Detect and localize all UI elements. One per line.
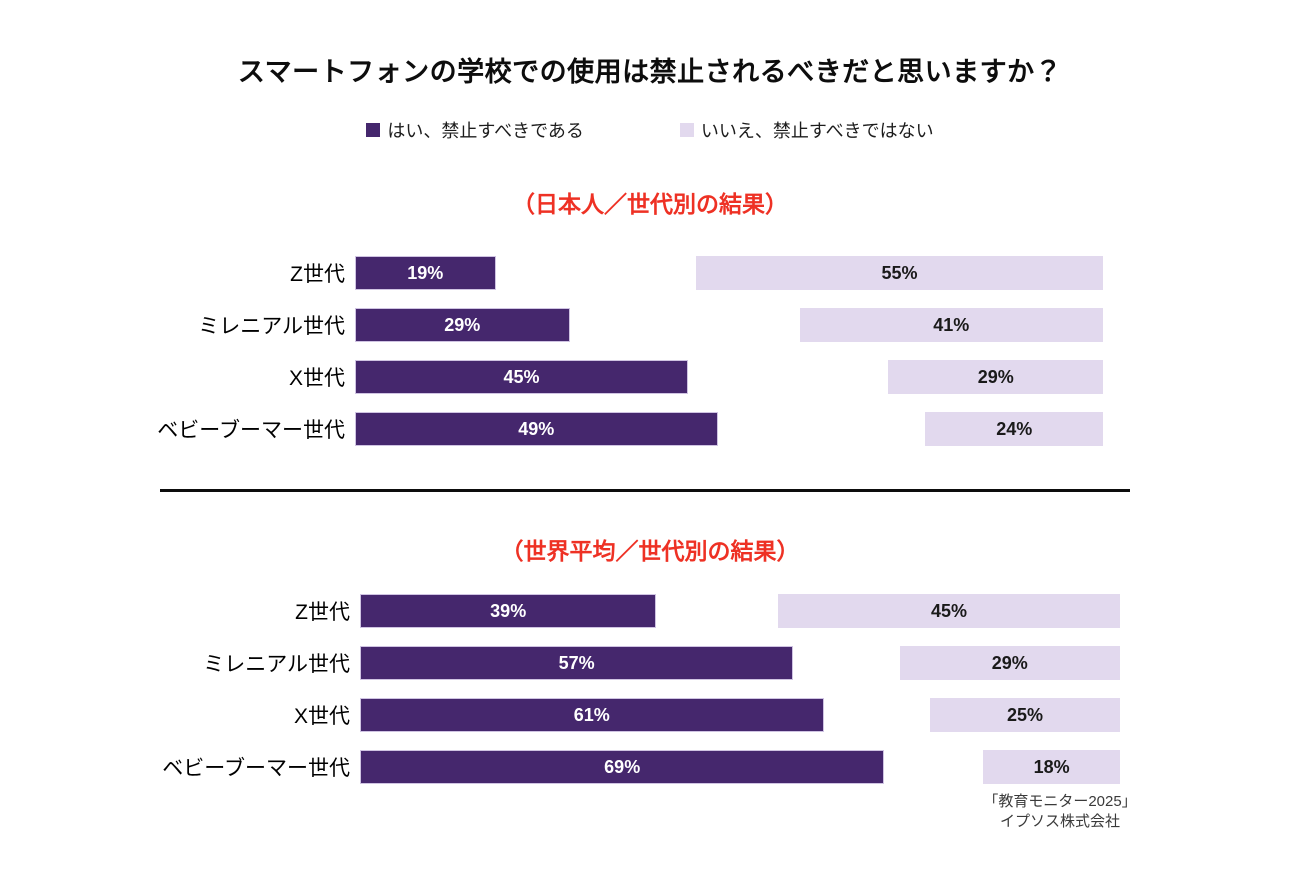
yes-value-label: 69%	[604, 756, 641, 777]
no-value-label: 29%	[977, 366, 1014, 387]
yes-bar: 69%	[360, 750, 885, 784]
no-swatch-icon	[679, 123, 694, 137]
source-credit: 「教育モニター2025」 イプソス株式会社	[945, 792, 1175, 833]
yes-value-label: 29%	[444, 314, 481, 335]
chart-world: Z世代 39% 45% ミレニアル世代 57% 29% X世代 61% 25% ベビーブーマー世代…	[150, 594, 1120, 784]
no-value-label: 41%	[933, 314, 970, 335]
bar-area: 19% 55%	[355, 256, 1103, 290]
yes-bar: 61%	[360, 698, 824, 732]
no-bar: 25%	[930, 698, 1120, 732]
bar-area: 49% 24%	[355, 412, 1103, 446]
category-label: ミレニアル世代	[203, 653, 350, 676]
chart-row: Z世代 39% 45%	[150, 594, 1120, 628]
yes-bar: 19%	[355, 256, 496, 290]
legend-item-no: いいえ、禁止すべきではない	[679, 117, 934, 143]
category-label: X世代	[293, 705, 350, 728]
category-label: Z世代	[295, 601, 350, 624]
yes-swatch-icon	[366, 123, 381, 137]
yes-bar: 57%	[360, 646, 794, 680]
yes-bar: 39%	[360, 594, 657, 628]
section-title-world: （世界平均／世代別の結果）	[500, 538, 800, 564]
no-value-label: 18%	[1033, 756, 1070, 777]
no-value-label: 24%	[996, 418, 1033, 439]
no-bar: 29%	[888, 360, 1103, 394]
category-label: Z世代	[290, 263, 345, 286]
no-bar: 24%	[925, 412, 1103, 446]
chart-row: Z世代 19% 55%	[150, 256, 1103, 290]
no-bar: 55%	[696, 256, 1103, 290]
category-label: X世代	[288, 367, 345, 390]
source-line1: 「教育モニター2025」	[983, 793, 1137, 810]
chart-row: X世代 45% 29%	[150, 360, 1103, 394]
legend: はい、禁止すべきである いいえ、禁止すべきではない	[0, 117, 1300, 143]
bar-area: 29% 41%	[355, 308, 1103, 342]
no-bar: 45%	[778, 594, 1120, 628]
no-value-label: 45%	[930, 600, 968, 621]
chart-row: ベビーブーマー世代 69% 18%	[150, 750, 1120, 784]
yes-value-label: 49%	[518, 418, 555, 439]
chart-japan: Z世代 19% 55% ミレニアル世代 29% 41% X世代 45% 29% ベビーブーマー世代…	[150, 256, 1103, 446]
yes-value-label: 45%	[503, 366, 540, 387]
yes-value-label: 39%	[490, 600, 527, 621]
category-label: ベビーブーマー世代	[162, 757, 350, 780]
no-value-label: 25%	[1006, 704, 1044, 725]
no-value-label: 29%	[991, 652, 1028, 673]
yes-bar: 29%	[355, 308, 570, 342]
chart-row: ベビーブーマー世代 49% 24%	[150, 412, 1103, 446]
section-title-japan: （日本人／世代別の結果）	[512, 191, 788, 217]
infographic-page: スマートフォンの学校での使用は禁止されるべきだと思いますか？ はい、禁止すべきで…	[0, 50, 1300, 891]
chart-row: ミレニアル世代 29% 41%	[150, 308, 1103, 342]
legend-no-label: いいえ、禁止すべきではない	[700, 121, 934, 141]
yes-bar: 49%	[355, 412, 718, 446]
chart-row: ミレニアル世代 57% 29%	[150, 646, 1120, 680]
no-bar: 18%	[983, 750, 1120, 784]
section-divider	[160, 489, 1130, 492]
yes-value-label: 19%	[407, 262, 444, 283]
yes-value-label: 61%	[573, 704, 610, 725]
bar-area: 69% 18%	[360, 750, 1120, 784]
page-title: スマートフォンの学校での使用は禁止されるべきだと思いますか？	[237, 57, 1063, 87]
category-label: ベビーブーマー世代	[157, 419, 345, 442]
source-line2: イプソス株式会社	[999, 813, 1120, 831]
bar-area: 61% 25%	[360, 698, 1120, 732]
yes-value-label: 57%	[558, 652, 595, 673]
bar-area: 45% 29%	[355, 360, 1103, 394]
no-value-label: 55%	[881, 262, 918, 283]
bar-area: 39% 45%	[360, 594, 1120, 628]
legend-yes-label: はい、禁止すべきである	[387, 121, 584, 141]
bar-area: 57% 29%	[360, 646, 1120, 680]
no-bar: 41%	[799, 308, 1103, 342]
yes-bar: 45%	[355, 360, 688, 394]
legend-item-yes: はい、禁止すべきである	[366, 117, 584, 143]
category-label: ミレニアル世代	[198, 315, 345, 338]
chart-row: X世代 61% 25%	[150, 698, 1120, 732]
no-bar: 29%	[899, 646, 1120, 680]
